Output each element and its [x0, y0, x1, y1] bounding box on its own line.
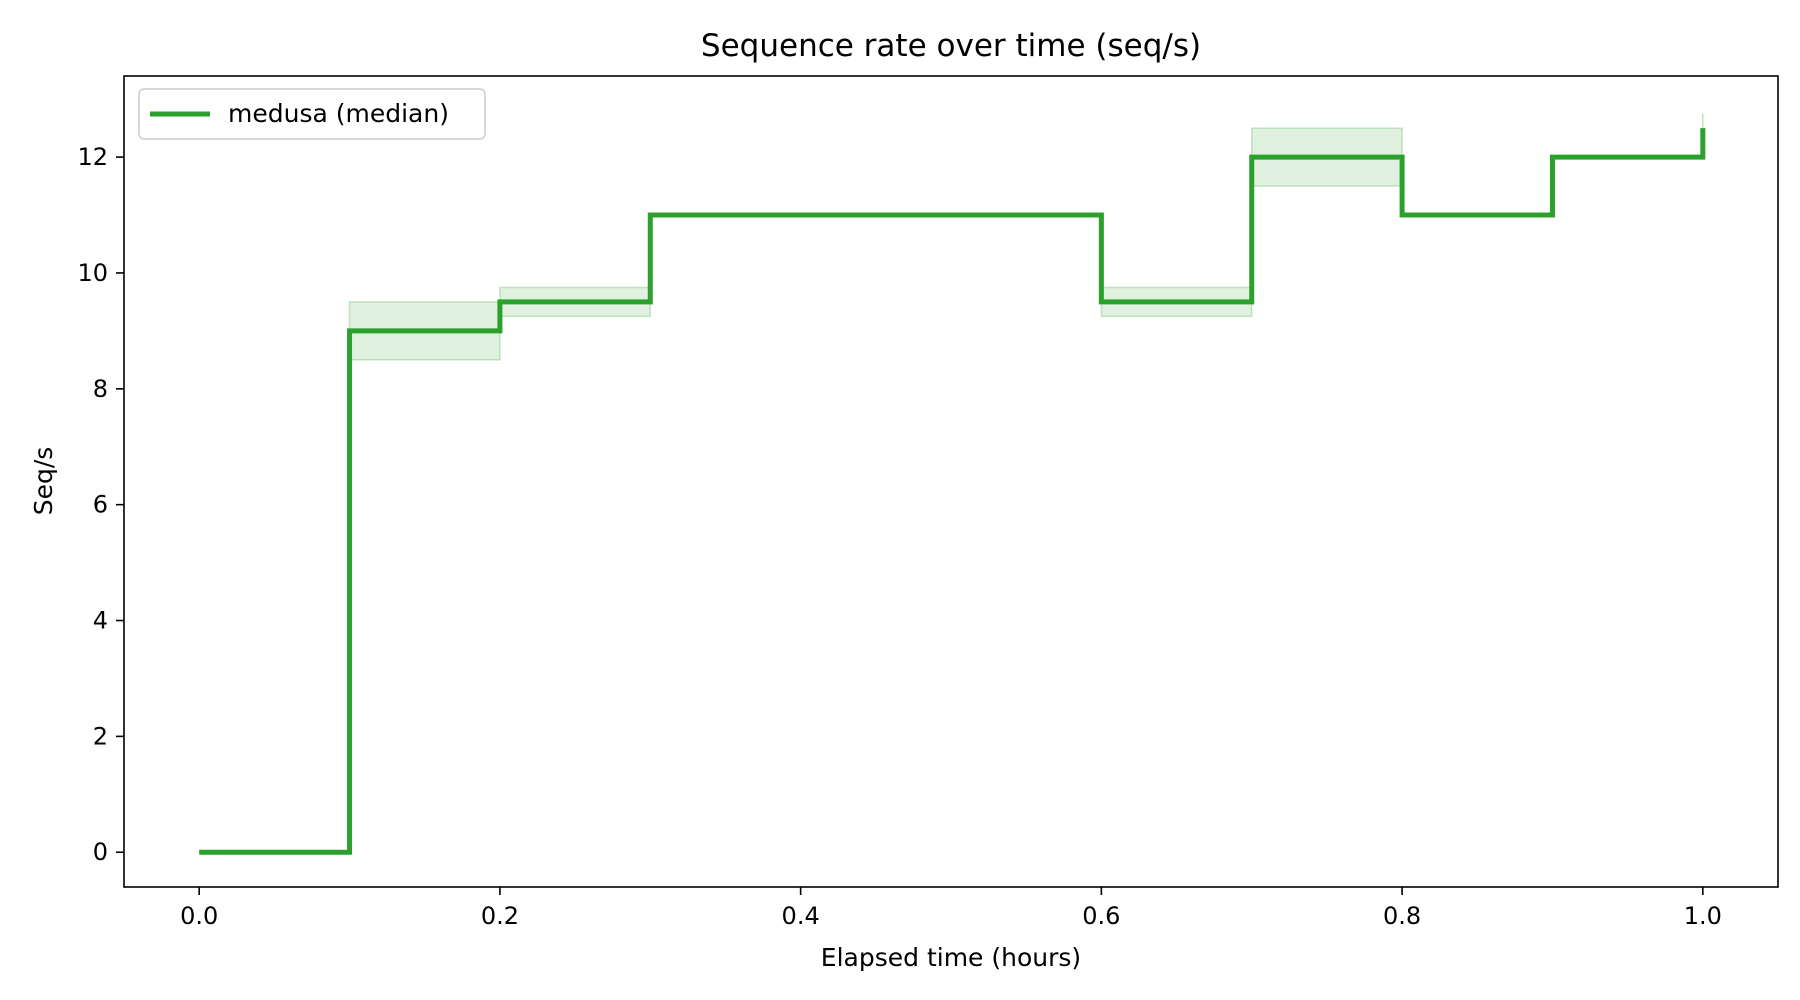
x-tick-label: 0.8	[1383, 902, 1421, 930]
legend: medusa (median)	[138, 88, 486, 140]
x-tick-label: 0.6	[1082, 902, 1120, 930]
y-tick-label: 12	[77, 143, 108, 171]
y-tick-label: 0	[93, 838, 108, 866]
y-axis-label: Seq/s	[29, 447, 58, 516]
x-axis: 0.0 0.2 0.4 0.6 0.8 1.0	[180, 887, 1722, 930]
x-tick-label: 0.2	[481, 902, 519, 930]
y-tick-label: 6	[93, 491, 108, 519]
y-tick-label: 2	[93, 722, 108, 750]
x-tick-label: 0.0	[180, 902, 218, 930]
series-line-medusa	[199, 128, 1706, 855]
y-axis: 0 2 4 6 8 10 12	[77, 143, 124, 866]
x-axis-label: Elapsed time (hours)	[821, 943, 1081, 972]
x-tick-label: 0.4	[782, 902, 820, 930]
chart-title: Sequence rate over time (seq/s)	[701, 28, 1201, 64]
plot-frame	[123, 75, 1779, 888]
x-tick-label: 1.0	[1684, 902, 1722, 930]
y-tick-label: 8	[93, 375, 108, 403]
y-tick-label: 4	[93, 607, 108, 635]
legend-box	[138, 88, 486, 140]
plot-area	[199, 113, 1706, 855]
legend-label: medusa (median)	[228, 99, 449, 128]
y-tick-label: 10	[77, 259, 108, 287]
